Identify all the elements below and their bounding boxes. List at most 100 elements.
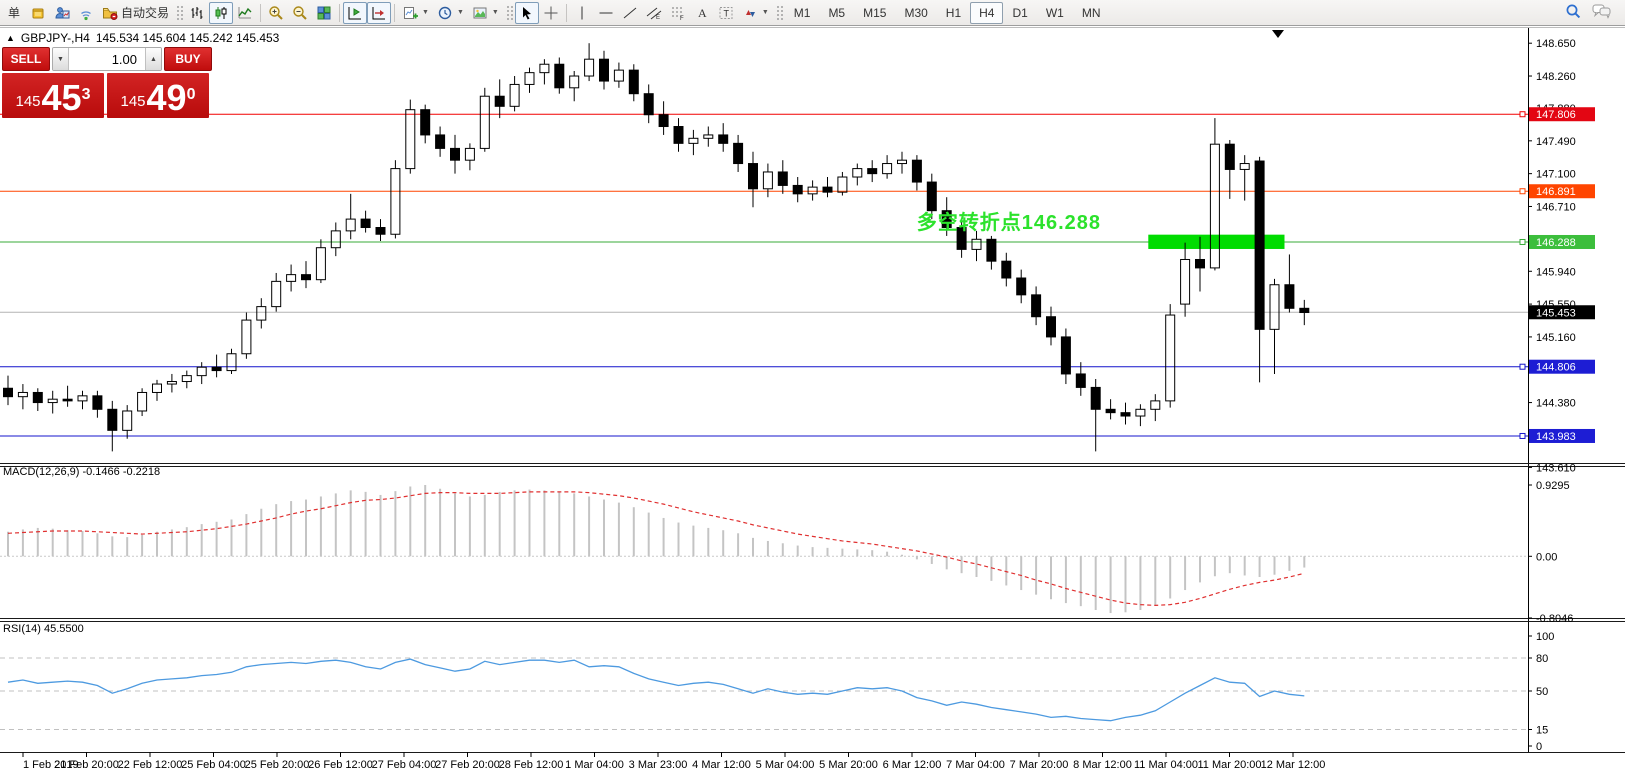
market-watch-icon <box>54 5 70 21</box>
new-chart-button[interactable]: ▼ <box>398 2 433 24</box>
candle-body <box>673 126 684 144</box>
price-chip-146.891 <box>1529 184 1595 199</box>
cursor-button[interactable] <box>514 1 539 24</box>
candlestick-chart-button[interactable] <box>209 1 234 24</box>
candle-body <box>792 184 803 195</box>
crosshair-icon <box>543 5 559 21</box>
time-axis-label: 25 Feb 20:00 <box>245 759 310 771</box>
candle-body <box>539 63 550 74</box>
tile-windows-icon <box>316 5 332 21</box>
timeframe-m15-button[interactable]: M15 <box>863 5 887 20</box>
timeframe-m5-button[interactable]: M5 <box>828 5 846 20</box>
price-chip-143.983 <box>1529 428 1595 443</box>
candle-body <box>494 95 505 107</box>
text-label-button[interactable]: T <box>714 2 738 24</box>
candle-body <box>330 230 341 249</box>
order-box-icon <box>30 5 46 21</box>
periods-dropdown-arrow-icon[interactable]: ▼ <box>456 9 464 16</box>
time-axis-label: 28 Feb 12:00 <box>499 759 564 771</box>
new-chart-dropdown-arrow-icon[interactable]: ▼ <box>422 9 429 16</box>
crosshair-button[interactable] <box>539 2 563 24</box>
candle-body <box>152 383 162 393</box>
timeframe-h4-button[interactable]: H4 <box>970 1 1004 24</box>
candle-body <box>703 134 714 139</box>
autotrade-button[interactable]: 自动交易 <box>98 2 173 24</box>
buy-button[interactable]: BUY <box>164 47 212 71</box>
text-label-icon: T <box>718 5 734 21</box>
candle-body <box>1075 373 1086 388</box>
candle-body <box>62 398 73 402</box>
zoom-in-button[interactable] <box>264 2 288 24</box>
trendline-button[interactable] <box>618 2 642 24</box>
time-axis-label: 27 Feb 04:00 <box>372 759 437 771</box>
order-box-button[interactable] <box>26 2 50 24</box>
tile-windows-button[interactable] <box>312 2 336 24</box>
volume-input[interactable]: 1.00 <box>111 51 137 67</box>
sell-price-button[interactable]: 145 45 3 <box>2 73 104 118</box>
arrows-dropdown-arrow-icon[interactable]: ▼ <box>761 9 769 16</box>
volume-increase-button[interactable]: ▲ <box>145 48 161 70</box>
symbol-ohlc-values: 145.534 145.604 145.242 145.453 <box>95 31 280 45</box>
toolbar-separator <box>339 3 341 22</box>
annotation-turning-point: 多空转折点146.288 <box>916 212 1101 234</box>
sell-button[interactable]: SELL <box>2 47 50 71</box>
search-icon[interactable] <box>1565 3 1582 23</box>
buy-price-button[interactable]: 145 49 0 <box>107 73 209 118</box>
fibonacci-button[interactable]: F <box>666 2 690 24</box>
symbol-ohlc-bar: ▲ GBPJPY-,H4 145.534 145.604 145.242 145… <box>6 31 279 45</box>
arrows-button[interactable]: ▼ <box>738 2 773 24</box>
symbol-name: GBPJPY-,H4 <box>20 31 90 45</box>
market-watch-button[interactable] <box>50 2 74 24</box>
candle-body <box>1090 386 1101 410</box>
equidistant-channel-button[interactable]: E <box>642 2 666 24</box>
periods-button[interactable]: ▼ <box>433 2 468 24</box>
volume-decrease-button[interactable]: ▼ <box>53 48 69 70</box>
equidistant-channel-icon: E <box>646 5 662 21</box>
timeframe-m1-button[interactable]: M1 <box>793 5 811 20</box>
time-axis-label: 7 Mar 04:00 <box>946 759 1005 771</box>
candle-body <box>390 168 401 235</box>
macd-axis-tick: 0.9295 <box>1536 480 1570 492</box>
text-button[interactable]: A <box>690 2 714 24</box>
price-axis-tick: 147.100 <box>1536 169 1576 181</box>
sell-price-main: 45 <box>41 77 82 118</box>
toolbar-grip <box>504 3 513 22</box>
candle-body <box>435 134 446 149</box>
svg-text:E: E <box>656 15 660 21</box>
symbol-collapse-icon[interactable]: ▲ <box>6 33 15 43</box>
horizontal-line-button[interactable] <box>594 2 618 24</box>
price-chip-147.806 <box>1529 107 1595 122</box>
main-toolbar: 单 自动交易 ▼ ▼ ▼ E F A T ▼ M1 M5 M15 M30 H1 H4 D1 W1 MN <box>0 0 1625 26</box>
time-axis-label: 3 Mar 23:00 <box>629 759 688 771</box>
templates-button[interactable]: ▼ <box>468 2 503 24</box>
bar-chart-button[interactable] <box>185 2 209 24</box>
chart-shift-button[interactable] <box>343 1 368 24</box>
timeframe-w1-button[interactable]: W1 <box>1045 5 1064 20</box>
new-order-button[interactable]: 单 <box>2 2 26 24</box>
svg-text:F: F <box>680 16 684 21</box>
auto-scroll-button[interactable] <box>367 1 392 24</box>
timeframe-m30-button[interactable]: M30 <box>904 5 928 20</box>
vertical-line-icon <box>574 5 590 21</box>
candle-body <box>450 147 460 161</box>
vertical-line-button[interactable] <box>570 2 594 24</box>
templates-dropdown-arrow-icon[interactable]: ▼ <box>491 9 499 16</box>
rsi-indicator-label: RSI(14) 45.5500 <box>3 623 84 635</box>
chat-icon[interactable] <box>1592 3 1611 22</box>
candle-body <box>867 168 878 175</box>
candle-body <box>1180 258 1191 305</box>
time-axis-label: 12 Mar 12:00 <box>1261 759 1326 771</box>
timeframe-h1-button[interactable]: H1 <box>945 5 962 20</box>
timeframe-d1-button[interactable]: D1 <box>1012 5 1028 20</box>
timeframe-mn-button[interactable]: MN <box>1081 5 1101 20</box>
one-click-trading-panel: SELL ▼ 1.00 ▲ BUY 145 45 3 145 49 0 <box>2 47 212 118</box>
signals-button[interactable] <box>74 2 98 24</box>
line-chart-button[interactable] <box>233 2 257 24</box>
candle-body <box>1060 336 1071 375</box>
zoom-out-button[interactable] <box>288 2 312 24</box>
time-axis-label: 1 Mar 04:00 <box>565 759 624 771</box>
toolbar-separator <box>260 3 262 22</box>
toolbar-grip <box>774 3 783 22</box>
auto-scroll-icon <box>371 5 387 21</box>
